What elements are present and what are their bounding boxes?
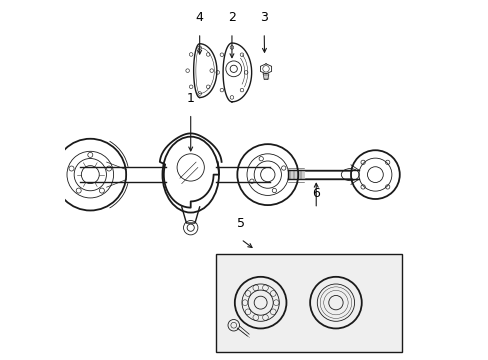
Text: 2: 2 xyxy=(227,11,235,24)
Text: 5: 5 xyxy=(236,217,244,230)
Text: 1: 1 xyxy=(186,92,194,105)
Text: 6: 6 xyxy=(312,187,320,200)
Text: 3: 3 xyxy=(260,11,267,24)
Text: 4: 4 xyxy=(195,11,203,24)
Bar xyxy=(215,253,402,352)
